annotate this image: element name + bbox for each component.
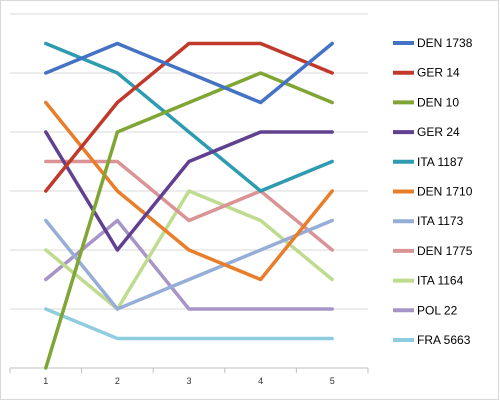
series-line-ita-1173 (44, 218, 334, 311)
legend-label: DEN 1775 (417, 244, 473, 258)
x-tick-label: 5 (330, 376, 335, 386)
series-line-pol-22 (44, 218, 334, 311)
series-line-fra-5663 (44, 307, 334, 341)
legend-label: ITA 1187 (417, 155, 464, 169)
legend-label: DEN 1738 (417, 36, 473, 50)
legend: DEN 1738 GER 14 DEN 10 GER 24 ITA 1187 DEN 17… (393, 36, 473, 347)
x-tick-label: 3 (186, 376, 191, 386)
legend-label: FRA 5663 (417, 333, 471, 347)
legend-label: DEN 1710 (417, 185, 473, 199)
legend-label: GER 14 (417, 66, 460, 80)
x-tick-label: 4 (258, 376, 263, 386)
legend-label: GER 24 (417, 125, 460, 139)
series-line-ita-1187 (44, 41, 334, 193)
legend-label: POL 22 (417, 303, 458, 317)
x-axis: 1 2 3 4 5 (9, 367, 369, 386)
x-tick-label: 2 (115, 376, 120, 386)
legend-label: ITA 1173 (417, 214, 464, 228)
series-line-den-1710 (44, 100, 334, 282)
series-lines (44, 41, 334, 370)
legend-label: DEN 10 (417, 95, 459, 109)
series-line-ger-14 (44, 41, 334, 193)
legend-label: ITA 1164 (417, 274, 464, 288)
x-tick-label: 1 (43, 376, 48, 386)
series-line-den-1738 (44, 41, 334, 105)
